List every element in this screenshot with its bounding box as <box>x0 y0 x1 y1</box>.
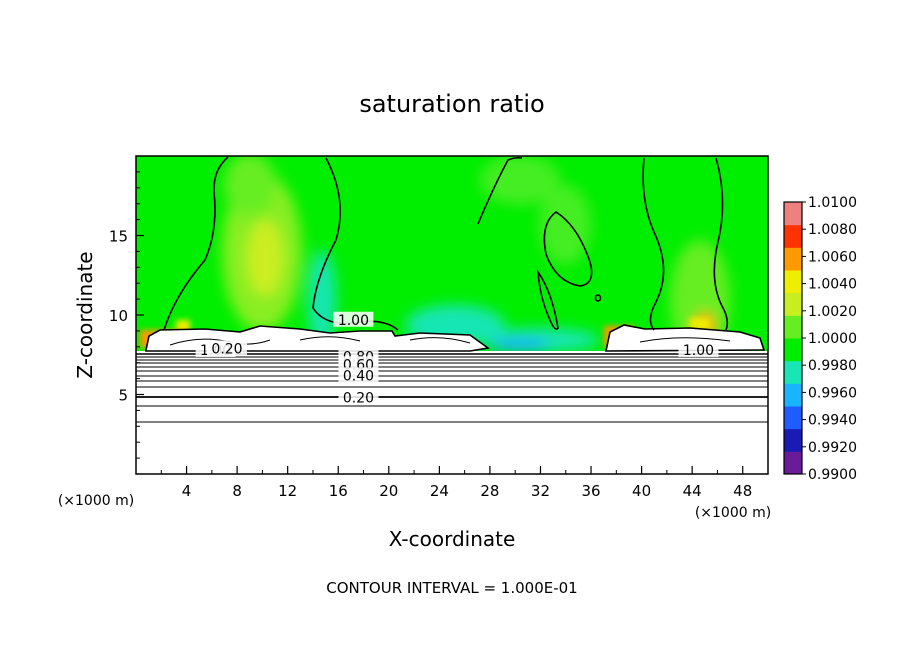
colorbar-swatch <box>784 451 802 475</box>
colorbar-tick-label: 0.9980 <box>808 358 857 374</box>
x-tick-label: 24 <box>430 482 449 500</box>
x-tick-label: 36 <box>581 482 600 500</box>
colorbar-tick-label: 1.0000 <box>808 331 857 347</box>
contour-label-bg <box>678 341 719 357</box>
y-tick-label: 15 <box>109 228 128 246</box>
colorbar-swatch <box>784 315 802 339</box>
colorbar-swatch <box>784 338 802 362</box>
x-tick-label: 20 <box>379 482 398 500</box>
x-tick-label: 16 <box>329 482 348 500</box>
x-tick-label: 8 <box>232 482 242 500</box>
colorbar-tick-label: 1.0080 <box>808 222 857 238</box>
contour-label: 1.00 <box>683 343 714 359</box>
contour-label: 0.20 <box>343 391 374 407</box>
chart-title: saturation ratio <box>359 90 544 118</box>
colorbar-swatch <box>784 224 802 248</box>
colorbar-swatch <box>784 360 802 384</box>
colorbar-swatch <box>784 202 802 226</box>
contour-labels: 1.001.001.000.800.600.400.200.20 <box>195 311 719 407</box>
y-axis-ticks: 5 10 15 <box>109 171 144 459</box>
x-unit-right: (×1000 m) <box>695 505 771 521</box>
x-unit-left: (×1000 m) <box>58 493 134 509</box>
colorbar-tick-label: 0.9940 <box>808 413 857 429</box>
contour-label-bg <box>207 340 248 356</box>
x-tick-label: 4 <box>182 482 192 500</box>
colorbar-swatch <box>784 270 802 294</box>
x-tick-label: 44 <box>683 482 702 500</box>
x-tick-label: 12 <box>278 482 297 500</box>
colorbar-swatch <box>784 406 802 430</box>
x-axis-label: X-coordinate <box>389 527 516 551</box>
contour-label-bg <box>338 389 379 405</box>
x-tick-label: 48 <box>733 482 752 500</box>
colorbar-swatch <box>784 247 802 271</box>
colorbar-swatch <box>784 292 802 316</box>
colorbar-tick-label: 1.0100 <box>808 195 857 211</box>
colorbar-swatch <box>784 428 802 452</box>
contour-interval-note: CONTOUR INTERVAL = 1.000E-01 <box>326 579 577 597</box>
y-tick-label: 5 <box>118 387 128 405</box>
colorbar-tick-label: 0.9960 <box>808 385 857 401</box>
stable-contour-lines <box>136 356 768 423</box>
x-tick-label: 40 <box>632 482 651 500</box>
colorbar-tick-label: 0.9920 <box>808 440 857 456</box>
contour-label: 1.00 <box>338 313 369 329</box>
colorbar-swatch <box>784 383 802 407</box>
plot-area: 1.001.001.000.800.600.400.200.20 <box>136 156 768 474</box>
y-tick-label: 10 <box>109 307 128 325</box>
x-tick-label: 32 <box>531 482 550 500</box>
colorbar-tick-label: 1.0040 <box>808 277 857 293</box>
colorbar-tick-label: 0.9900 <box>808 467 857 483</box>
contour-label: 0.20 <box>211 341 242 357</box>
contour-label-bg <box>333 311 374 327</box>
colorbar-tick-label: 1.0020 <box>808 304 857 320</box>
stable-layer-region <box>136 351 768 474</box>
x-axis-ticks: 4 8 12 16 20 24 28 32 36 40 44 48 <box>160 466 752 500</box>
y-axis-label: Z-coordinate <box>73 251 97 378</box>
contour-label-bg <box>338 367 379 383</box>
contour-label: 0.40 <box>343 368 374 384</box>
x-tick-label: 28 <box>480 482 499 500</box>
colorbar: 0.9900 0.9920 0.9940 0.9960 0.9980 1.0000 1.00… <box>783 195 857 483</box>
colorbar-tick-label: 1.0060 <box>808 249 857 265</box>
